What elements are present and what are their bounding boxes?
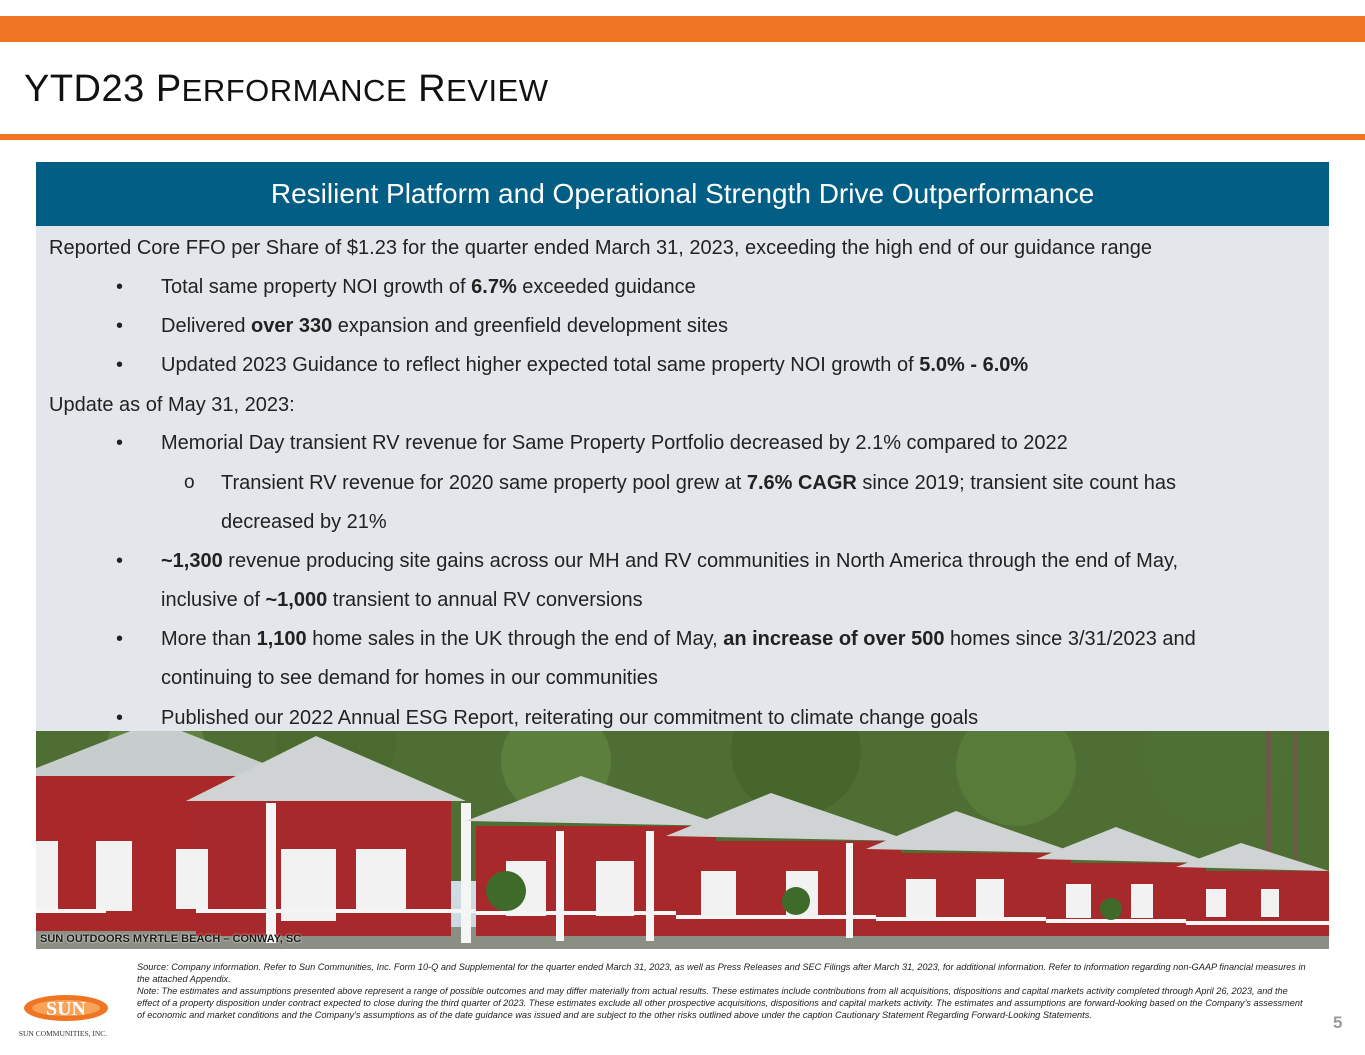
content-panel	[36, 162, 1329, 732]
title-rule	[0, 134, 1365, 140]
bullet-site-gains: ~1,300 revenue producing site gains acro…	[161, 550, 1179, 572]
page-title: YTD23 PERFORMANCE REVIEW	[24, 68, 549, 110]
company-logo: SUN SUN COMMUNITIES, INC.	[8, 992, 118, 1042]
bullet-site-gains-cont: inclusive of ~1,000 transient to annual …	[161, 589, 643, 611]
cabins-illustration	[36, 731, 1329, 949]
bullet-marker: •	[116, 550, 124, 572]
panel-header: Resilient Platform and Operational Stren…	[36, 162, 1329, 226]
bullet-esg-report: Published our 2022 Annual ESG Report, re…	[161, 707, 979, 729]
source-note: Source: Company information. Refer to Su…	[137, 962, 1306, 984]
community-photo	[36, 731, 1329, 949]
bullet-marker: •	[116, 707, 124, 729]
sub-bullet-transient-rv-cont: decreased by 21%	[221, 511, 387, 533]
footnotes: Source: Company information. Refer to Su…	[137, 961, 1307, 1021]
svg-text:SUN COMMUNITIES, INC.: SUN COMMUNITIES, INC.	[19, 1029, 107, 1038]
bullet-marker: •	[116, 315, 124, 337]
bullet-uk-home-sales-cont: continuing to see demand for homes in ou…	[161, 667, 658, 689]
svg-text:SUN: SUN	[46, 998, 87, 1020]
bullet-guidance: Updated 2023 Guidance to reflect higher …	[161, 354, 1029, 376]
sub-bullet-marker: o	[184, 472, 195, 493]
update-heading: Update as of May 31, 2023:	[49, 394, 295, 416]
bullet-marker: •	[116, 432, 124, 454]
top-accent-bar	[0, 16, 1365, 42]
sub-bullet-transient-rv: Transient RV revenue for 2020 same prope…	[221, 472, 1176, 494]
bullet-development-sites: Delivered over 330 expansion and greenfi…	[161, 315, 729, 337]
page-number: 5	[1333, 1013, 1343, 1032]
bullet-memorial-day: Memorial Day transient RV revenue for Sa…	[161, 432, 1068, 454]
bullet-marker: •	[116, 354, 124, 376]
bullet-marker: •	[116, 276, 124, 298]
bullet-marker: •	[116, 628, 124, 650]
photo-caption: SUN OUTDOORS MYRTLE BEACH – CONWAY, SC	[40, 933, 302, 945]
bullet-uk-home-sales: More than 1,100 home sales in the UK thr…	[161, 628, 1196, 650]
intro-line: Reported Core FFO per Share of $1.23 for…	[49, 237, 1152, 259]
estimates-note: Note: The estimates and assumptions pres…	[137, 986, 1303, 1020]
sun-logo-icon: SUN SUN COMMUNITIES, INC.	[19, 995, 108, 1038]
bullet-noi-growth: Total same property NOI growth of 6.7% e…	[161, 276, 696, 298]
